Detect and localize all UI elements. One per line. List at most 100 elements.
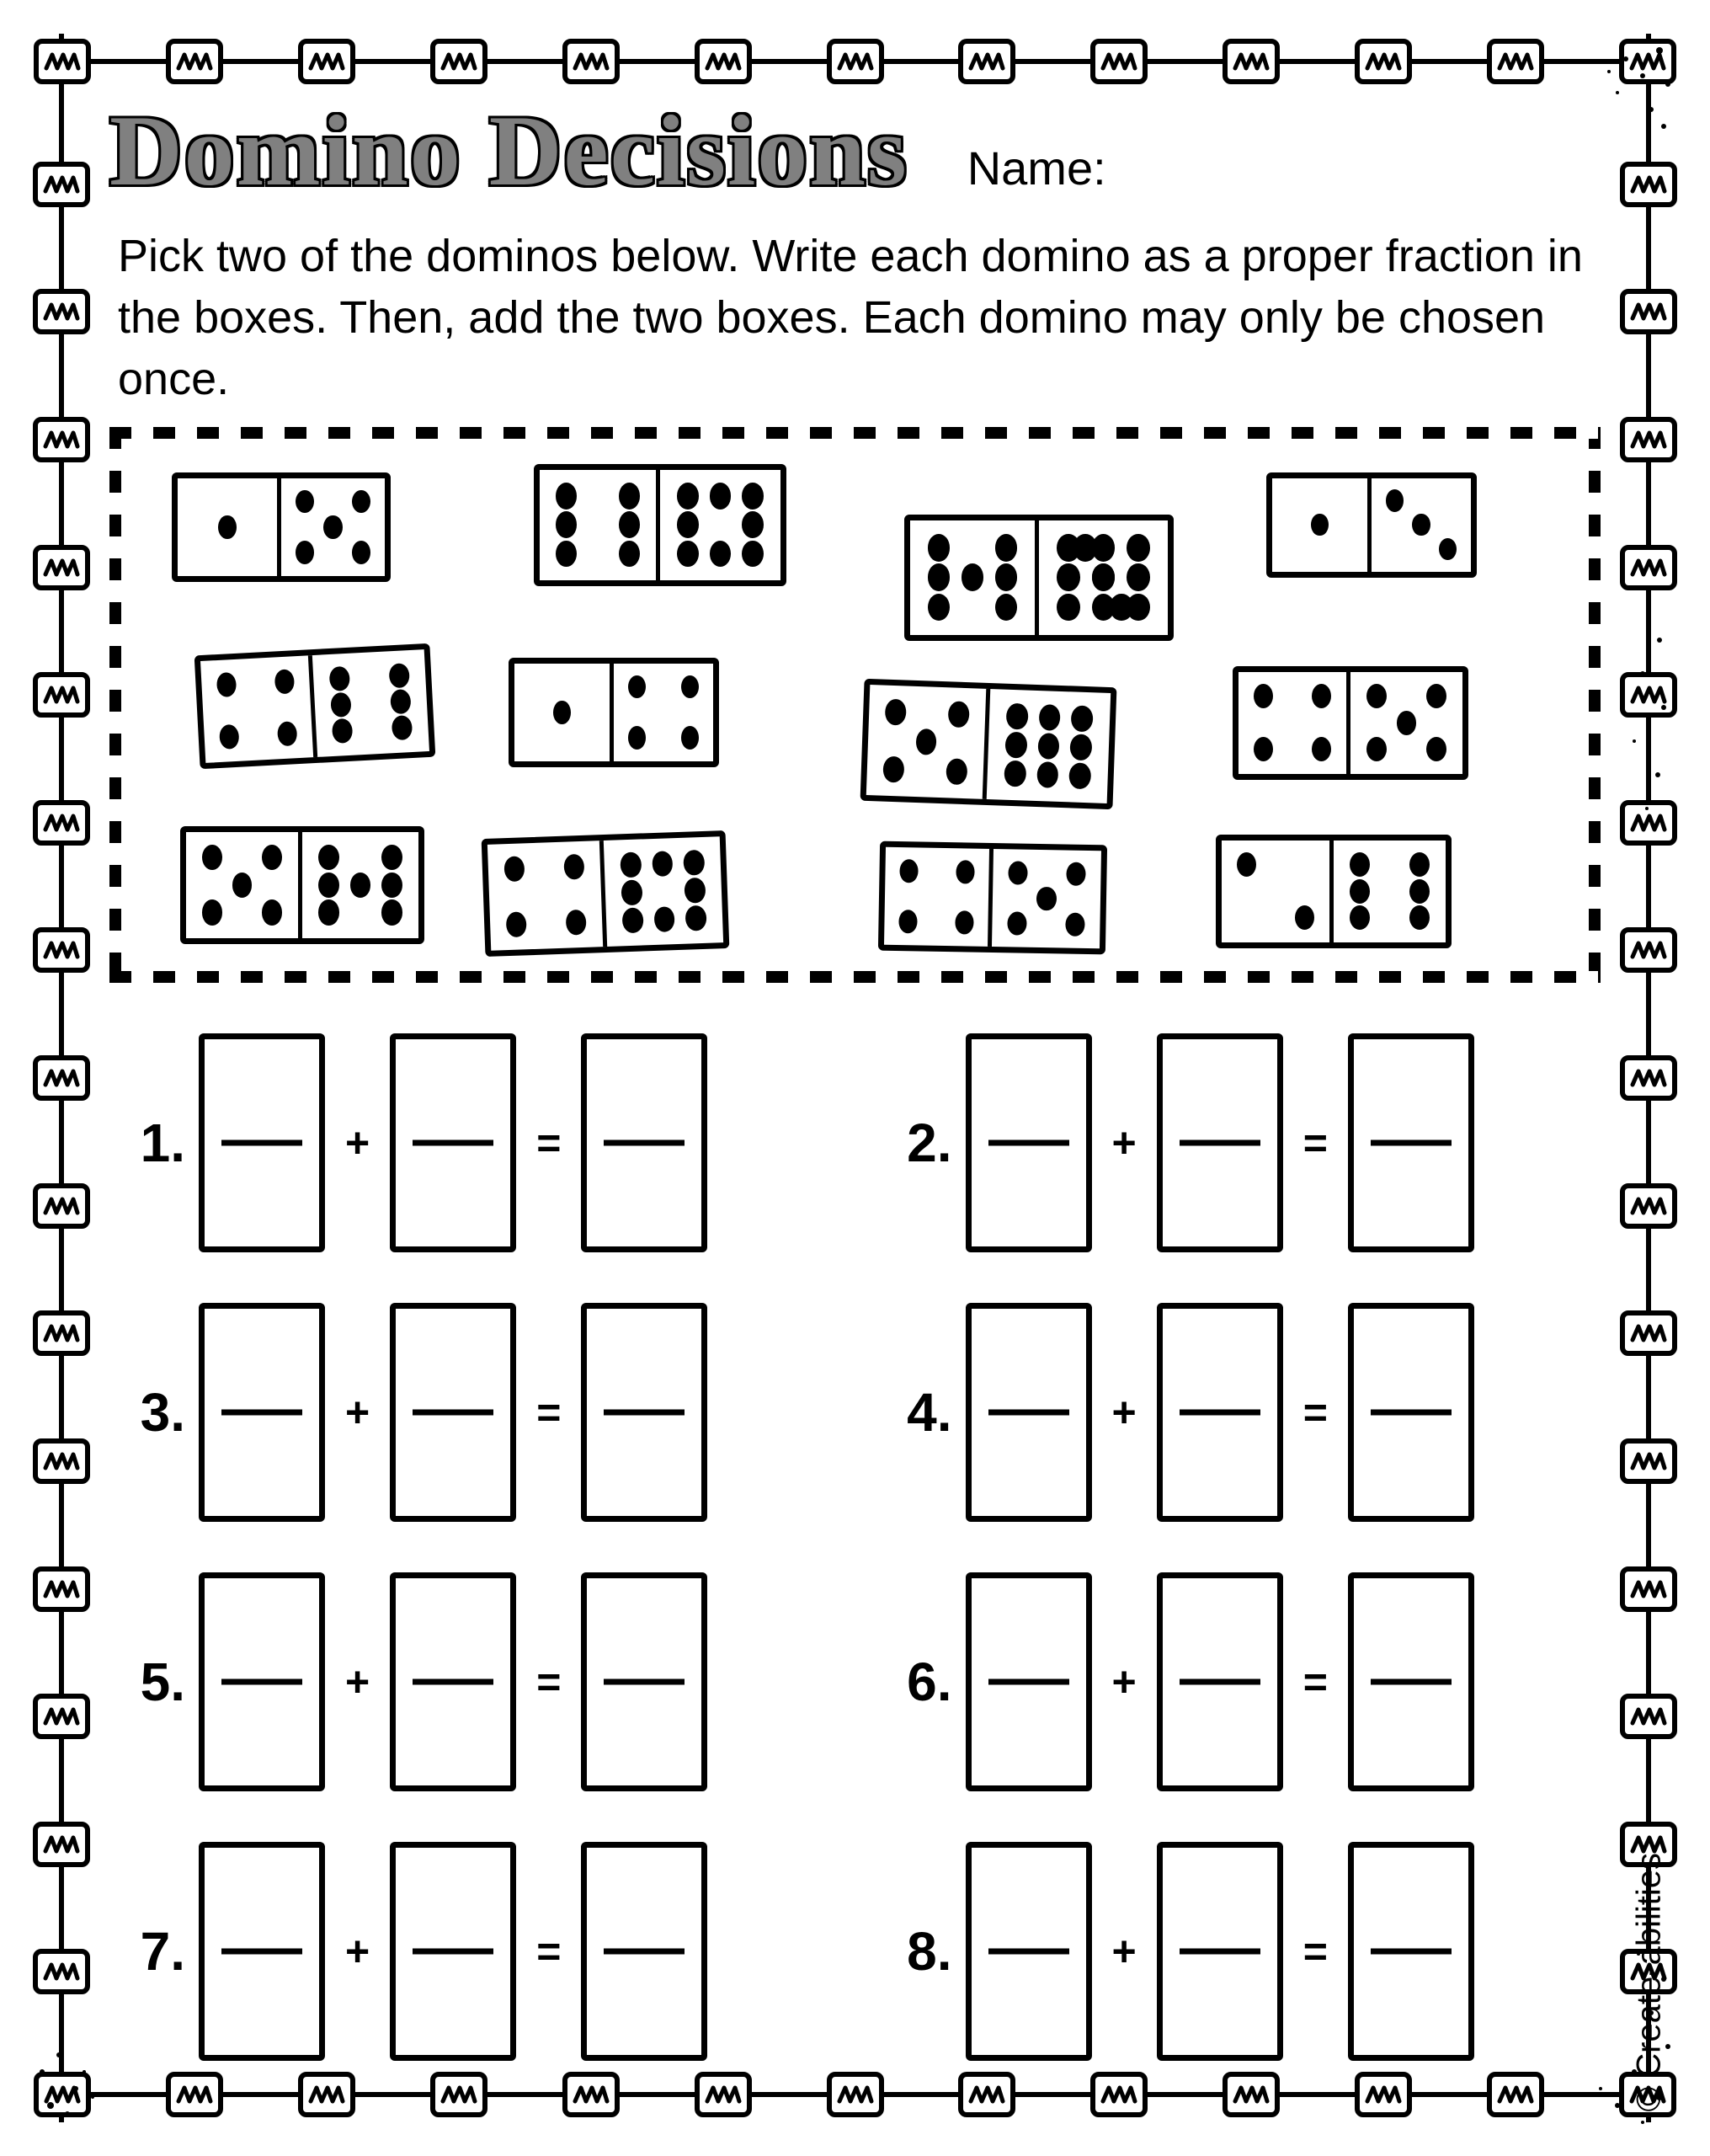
fraction-input-1[interactable] — [966, 1572, 1092, 1791]
equals-sign: = — [1297, 1927, 1334, 1976]
border-bead-icon — [1620, 1438, 1677, 1484]
fraction-input-1[interactable] — [199, 1572, 325, 1791]
border-bead-icon — [1620, 1183, 1677, 1229]
plus-sign: + — [338, 1657, 376, 1706]
plus-sign: + — [1105, 1657, 1143, 1706]
fraction-input-2[interactable] — [1157, 1303, 1283, 1522]
border-bead-icon — [33, 800, 90, 846]
border-bead-icon — [430, 39, 487, 84]
plus-sign: + — [1105, 1118, 1143, 1167]
problem-number: 5. — [118, 1651, 185, 1713]
name-label: Name: — [967, 141, 1106, 195]
border-bead-icon — [430, 2072, 487, 2117]
problem-number: 7. — [118, 1920, 185, 1983]
fraction-input-2[interactable] — [390, 1842, 516, 2061]
fraction-input-2[interactable] — [390, 1033, 516, 1252]
problem-1: 1.+= — [118, 1033, 826, 1252]
border-bead-icon — [33, 417, 90, 462]
border-bead-icon — [1090, 2072, 1148, 2117]
problem-number: 6. — [885, 1651, 952, 1713]
problem-5: 5. + = — [118, 1572, 826, 1791]
fraction-input-2[interactable] — [1157, 1033, 1283, 1252]
fraction-input-2[interactable] — [1157, 1842, 1283, 2061]
border-bead-icon — [33, 1055, 90, 1101]
fraction-answer[interactable] — [581, 1033, 707, 1252]
fraction-input-1[interactable] — [966, 1303, 1092, 1522]
border-bead-icon — [1620, 417, 1677, 462]
border-bead-icon — [33, 1310, 90, 1356]
problem-6: 6.+= — [885, 1572, 1593, 1791]
fraction-input-1[interactable] — [966, 1842, 1092, 2061]
problem-number: 2. — [885, 1112, 952, 1174]
fraction-input-2[interactable] — [1157, 1572, 1283, 1791]
border-bead-icon — [298, 39, 355, 84]
fraction-answer[interactable] — [1348, 1842, 1474, 2061]
content-area: Domino Decisions Name: Pick two of the d… — [109, 93, 1601, 2055]
problem-3: 3.+= — [118, 1303, 826, 1522]
border-bead-icon — [33, 672, 90, 718]
fraction-answer[interactable] — [581, 1842, 707, 2061]
fraction-answer[interactable] — [581, 1303, 707, 1522]
problem-7: 7.+= — [118, 1842, 826, 2061]
equals-sign: = — [1297, 1118, 1334, 1167]
fraction-input-1[interactable] — [199, 1842, 325, 2061]
plus-sign: + — [338, 1388, 376, 1437]
fraction-input-1[interactable] — [199, 1033, 325, 1252]
fraction-answer[interactable] — [1348, 1033, 1474, 1252]
border-bead-icon — [827, 2072, 884, 2117]
domino-d12 — [1216, 835, 1452, 948]
domino-d3 — [904, 515, 1174, 641]
equals-sign: = — [530, 1388, 567, 1437]
border-bead-icon — [33, 1438, 90, 1484]
fraction-input-2[interactable] — [390, 1572, 516, 1791]
domino-d6 — [509, 658, 719, 767]
instructions-text: Pick two of the dominos below. Write eac… — [118, 226, 1592, 410]
border-bead-icon — [827, 39, 884, 84]
border-bead-icon — [1090, 39, 1148, 84]
problems-grid: 1.+=2.+=3.+=4.+=5.+=6.+=7.+=8.+= — [109, 1008, 1601, 2061]
domino-d8 — [1233, 666, 1468, 780]
plus-sign: + — [338, 1118, 376, 1167]
border-bead-icon — [1620, 545, 1677, 590]
problem-number: 8. — [885, 1920, 952, 1983]
border-bead-icon — [33, 1694, 90, 1739]
plus-sign: + — [338, 1927, 376, 1976]
border-bead-icon — [33, 1566, 90, 1612]
border-bead-icon — [958, 2072, 1015, 2117]
border-bead-icon — [33, 545, 90, 590]
border-bead-icon — [958, 39, 1015, 84]
border-bead-icon — [1620, 1566, 1677, 1612]
equals-sign: = — [1297, 1388, 1334, 1437]
problem-2: 2. + = — [885, 1033, 1593, 1252]
plus-sign: + — [1105, 1927, 1143, 1976]
fraction-answer[interactable] — [1348, 1303, 1474, 1522]
border-bead-icon — [562, 2072, 620, 2117]
fraction-answer[interactable] — [1348, 1572, 1474, 1791]
domino-reference-box — [109, 427, 1601, 983]
border-bead-icon — [1223, 2072, 1280, 2117]
border-bead-icon — [695, 2072, 752, 2117]
border-bead-icon — [33, 289, 90, 334]
fraction-input-2[interactable] — [390, 1303, 516, 1522]
plus-sign: + — [1105, 1388, 1143, 1437]
border-bead-icon — [1223, 39, 1280, 84]
equals-sign: = — [530, 1657, 567, 1706]
domino-d10 — [482, 830, 730, 957]
domino-d4 — [1266, 472, 1477, 578]
domino-d9 — [180, 826, 424, 944]
border-bead-icon — [1620, 1055, 1677, 1101]
border-bead-icon — [33, 162, 90, 207]
fraction-input-1[interactable] — [966, 1033, 1092, 1252]
domino-d5 — [194, 643, 436, 768]
border-bead-icon — [34, 39, 91, 84]
border-bead-icon — [166, 39, 223, 84]
border-bead-icon — [562, 39, 620, 84]
worksheet-page: Domino Decisions Name: Pick two of the d… — [0, 0, 1710, 2156]
domino-d2 — [534, 464, 786, 586]
border-bead-icon — [1620, 289, 1677, 334]
border-bead-icon — [1355, 2072, 1412, 2117]
border-bead-icon — [33, 1183, 90, 1229]
fraction-answer[interactable] — [581, 1572, 707, 1791]
page-title: Domino Decisions — [109, 93, 908, 209]
fraction-input-1[interactable] — [199, 1303, 325, 1522]
